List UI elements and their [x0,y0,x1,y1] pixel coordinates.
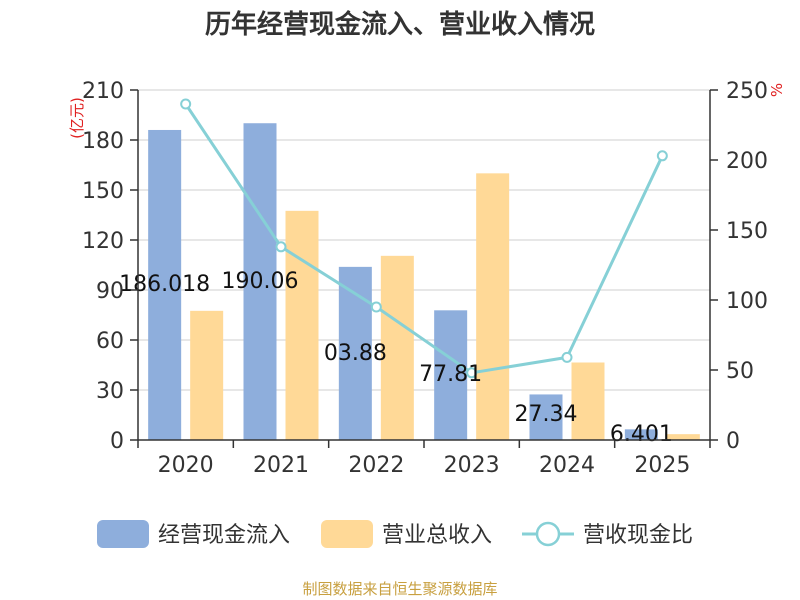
right-axis-unit: % [768,83,786,97]
cash-inflow-data-label: 190.06 [222,269,299,294]
left-axis-tick-label: 210 [82,79,124,104]
revenue-bar-2023 [476,173,510,441]
legend-label-ratio: 营收现金比 [583,523,693,548]
right-axis-tick-label: 200 [726,149,768,174]
bars [148,123,700,441]
left-axis-tick-label: 120 [82,229,124,254]
cash-inflow-data-label: 186.018 [119,272,210,297]
x-axis-tick-label: 2024 [539,453,595,478]
left-axis-tick-label: 60 [96,329,124,354]
grid-lines [138,89,710,441]
source-note: 制图数据来自恒生聚源数据库 [302,580,497,598]
revenue-bar-2020 [190,310,224,440]
cash-inflow-data-label: 6.401 [610,422,673,447]
cash-inflow-bar-2025 [624,429,658,440]
ratio-point-2024 [561,351,573,363]
legend-swatch-cash-inflow [97,520,149,548]
left-axis-tick-label: 180 [82,129,124,154]
right-axis-tick-label: 50 [726,359,754,384]
cash-inflow-bar-2024 [529,394,563,440]
ratio-point-2023 [466,367,478,379]
right-axis-tick-label: 150 [726,219,768,244]
legend-label-cash-inflow: 经营现金流入 [158,523,290,548]
ratio-line-series [180,98,668,379]
revenue-bar-2022 [380,255,414,440]
left-axis-tick-label: 0 [110,429,124,454]
revenue-bar-2025 [666,434,700,440]
cash-inflow-bar-2023 [434,310,468,440]
revenue-bar-2024 [571,362,605,440]
chart-title: 历年经营现金流入、营业收入情况 [205,9,595,40]
ratio-line [184,103,664,375]
x-axis-tick-label: 2022 [348,453,404,478]
right-axis-tick-label: 0 [726,429,740,454]
left-axis-unit: (亿元) [68,97,86,139]
cash-inflow-data-label: 77.81 [419,362,482,387]
x-axis-tick-label: 2023 [444,453,500,478]
cash-inflow-bar-2020 [148,129,182,440]
data-labels: 186.018 190.06 03.88 77.81 27.34 6.401 [119,269,673,447]
ratio-point-2021 [275,241,287,253]
left-axis-tick-label: 30 [96,379,124,404]
ratio-point-2025 [656,150,668,162]
x-axis-tick-label: 2025 [634,453,690,478]
cash-inflow-data-label: 03.88 [324,341,387,366]
legend: 经营现金流入 营业总收入 营收现金比 [97,520,693,548]
ratio-point-2022 [370,301,382,313]
cash-inflow-data-label: 27.34 [515,402,578,427]
x-axis-tick-label: 2020 [158,453,214,478]
legend-label-revenue: 营业总收入 [382,523,492,548]
left-axis-tick-label: 150 [82,179,124,204]
right-axis-tick-label: 100 [726,289,768,314]
revenue-bar-2021 [285,210,319,440]
legend-swatch-ratio-marker [535,521,561,547]
right-axis-tick-label: 250 [726,79,768,104]
cash-inflow-bar-2022 [338,266,372,440]
axes: 0 30 60 90 120 150 180 210 0 50 100 150 200 250 2020 20… [82,79,768,478]
x-axis-tick-label: 2021 [253,453,309,478]
legend-swatch-revenue [321,520,373,548]
left-axis-tick-label: 90 [96,279,124,304]
cash-inflow-bar-2021 [243,123,277,440]
ratio-point-2020 [180,98,192,110]
